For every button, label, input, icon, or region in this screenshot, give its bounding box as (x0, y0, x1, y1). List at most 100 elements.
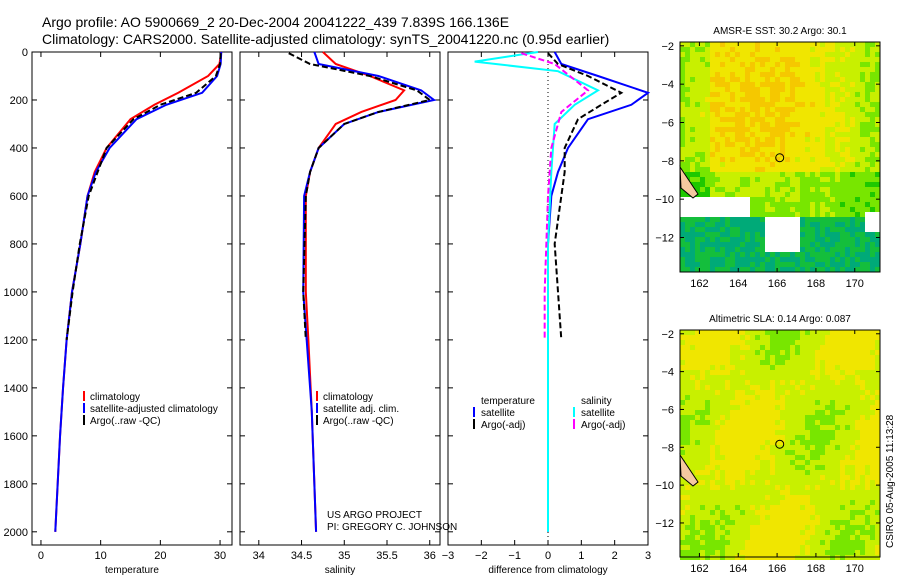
map-cell (815, 500, 820, 505)
map-cell (840, 430, 845, 435)
map-cell (800, 217, 805, 222)
map-cell (740, 385, 745, 390)
map-cell (805, 365, 810, 370)
map-cell (695, 505, 700, 510)
map-cell (730, 340, 735, 345)
map-cell (740, 67, 745, 72)
map-cell (815, 252, 820, 257)
map-cell (800, 345, 805, 350)
map-cell (755, 122, 760, 127)
map-cell (860, 247, 865, 252)
map-cell (830, 500, 835, 505)
map-cell (690, 335, 695, 340)
map-cell (870, 247, 875, 252)
map-cell (875, 380, 880, 385)
map-cell (825, 470, 830, 475)
map-cell (710, 330, 715, 335)
map-cell (820, 355, 825, 360)
map-cell (765, 107, 770, 112)
map-cell (865, 410, 870, 415)
map-cell (775, 390, 780, 395)
map-cell (845, 257, 850, 262)
map-cell (785, 490, 790, 495)
map-cell (685, 410, 690, 415)
map-cell (830, 335, 835, 340)
map-cell (855, 490, 860, 495)
map-cell (820, 410, 825, 415)
map-cell (735, 535, 740, 540)
map-cell (740, 480, 745, 485)
map-cell (750, 162, 755, 167)
map-cell (865, 490, 870, 495)
x-tick-label: 20 (154, 550, 166, 562)
map-cell (740, 455, 745, 460)
map-cell (680, 425, 685, 430)
map-cell (705, 420, 710, 425)
map-cell (700, 167, 705, 172)
map-cell (845, 450, 850, 455)
map-cell (820, 172, 825, 177)
map-cell (875, 355, 880, 360)
map-cell (850, 227, 855, 232)
map-cell (780, 430, 785, 435)
map-cell (690, 77, 695, 82)
map-cell (760, 42, 765, 47)
map-cell (720, 490, 725, 495)
map-cell (690, 242, 695, 247)
map-cell (860, 217, 865, 222)
map-cell (855, 465, 860, 470)
map-cell (845, 370, 850, 375)
map-cell (715, 57, 720, 62)
map-cell (825, 52, 830, 57)
map-cell (805, 330, 810, 335)
map-cell (775, 435, 780, 440)
y-tick-label: −6 (661, 404, 674, 416)
map-cell (875, 420, 880, 425)
map-cell (810, 137, 815, 142)
map-cell (740, 102, 745, 107)
map-cell (735, 92, 740, 97)
map-cell (735, 232, 740, 237)
map-cell (740, 550, 745, 555)
map-cell (830, 127, 835, 132)
map-cell (745, 107, 750, 112)
map-cell (815, 137, 820, 142)
map-cell (770, 350, 775, 355)
map-cell (750, 57, 755, 62)
map-cell (770, 520, 775, 525)
map-cell (700, 435, 705, 440)
map-cell (695, 232, 700, 237)
map-cell (790, 425, 795, 430)
map-cell (785, 192, 790, 197)
map-cell (725, 475, 730, 480)
map-cell (745, 147, 750, 152)
map-cell (825, 505, 830, 510)
map-cell (680, 97, 685, 102)
map-cell (695, 67, 700, 72)
map-cell (860, 515, 865, 520)
map-cell (850, 375, 855, 380)
map-cell (825, 405, 830, 410)
map-cell (810, 435, 815, 440)
map-cell (820, 340, 825, 345)
map-cell (720, 102, 725, 107)
map-cell (860, 440, 865, 445)
map-cell (760, 92, 765, 97)
map-cell (825, 102, 830, 107)
map-cell (780, 425, 785, 430)
map-cell (760, 247, 765, 252)
map-cell (720, 410, 725, 415)
map-cell (855, 415, 860, 420)
map-frame (679, 41, 881, 273)
map-cell (830, 97, 835, 102)
map-cell (730, 152, 735, 157)
map-cell (800, 247, 805, 252)
map-cell (855, 425, 860, 430)
map-cell (810, 257, 815, 262)
map-cell (730, 370, 735, 375)
map-cell (875, 57, 880, 62)
map-cell (805, 465, 810, 470)
map-cell (685, 97, 690, 102)
map-cell (710, 72, 715, 77)
map-cell (730, 42, 735, 47)
